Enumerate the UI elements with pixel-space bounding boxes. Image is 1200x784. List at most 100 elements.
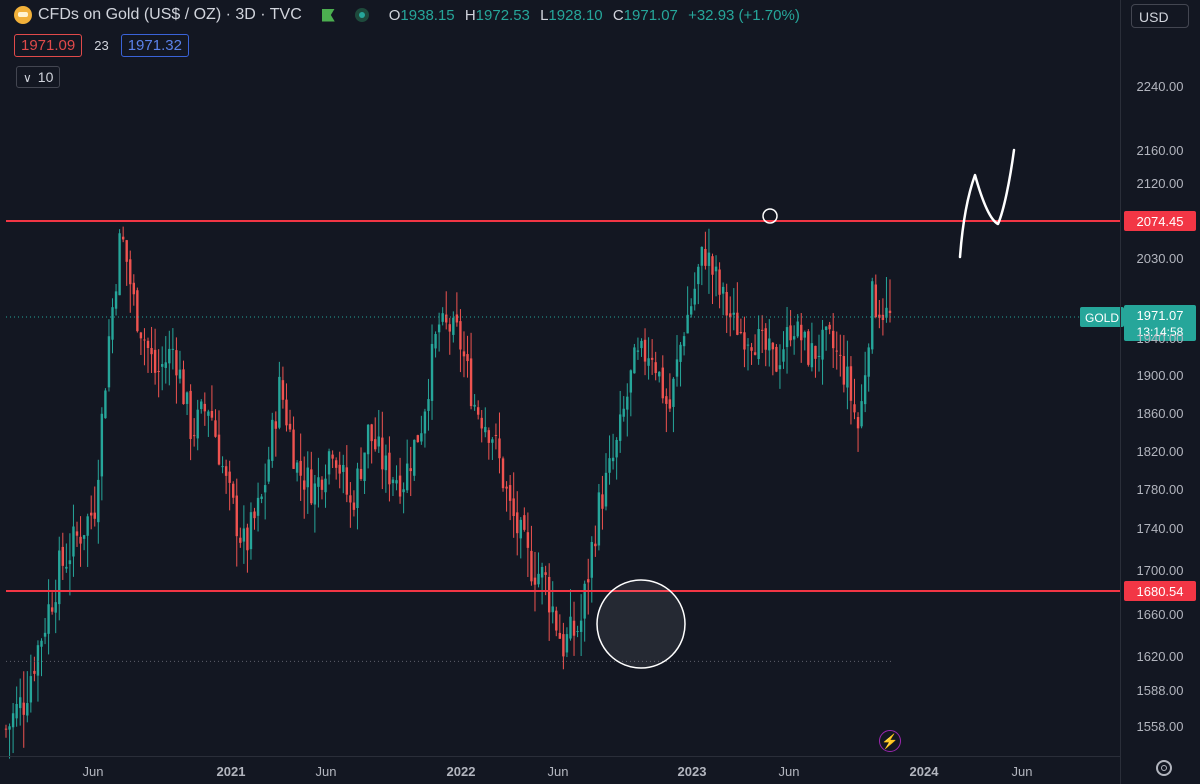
candle bbox=[93, 486, 96, 527]
candle-body bbox=[377, 436, 380, 447]
candle-body bbox=[597, 492, 601, 546]
candle bbox=[594, 525, 597, 557]
candle-body bbox=[732, 312, 735, 315]
candle-body bbox=[86, 516, 89, 536]
candle-body bbox=[292, 429, 295, 469]
time-tick-label: 2021 bbox=[217, 764, 246, 779]
candle bbox=[132, 274, 136, 306]
candle-body bbox=[331, 454, 334, 459]
candle-body bbox=[153, 349, 157, 373]
candle-body bbox=[384, 455, 388, 471]
candle-body bbox=[810, 343, 814, 368]
candle bbox=[29, 654, 33, 713]
candle-body bbox=[221, 466, 224, 468]
price-tick-label: 1940.00 bbox=[1137, 331, 1184, 346]
candle bbox=[334, 457, 338, 480]
candle bbox=[615, 437, 618, 480]
candle-body bbox=[856, 417, 860, 429]
spread-value: 23 bbox=[94, 38, 109, 53]
buy-price-button[interactable]: 1971.32 bbox=[120, 34, 189, 57]
candle-body bbox=[508, 485, 512, 501]
candle bbox=[232, 481, 235, 504]
candle-body bbox=[583, 583, 586, 619]
candle-body bbox=[565, 634, 569, 653]
settings-gear-icon[interactable] bbox=[1156, 760, 1172, 776]
candle-body bbox=[58, 550, 61, 605]
candle-body bbox=[523, 515, 526, 530]
symbol-title[interactable]: CFDs on Gold (US$ / OZ) · 3D · TVC bbox=[38, 6, 302, 23]
candle-body bbox=[839, 354, 842, 356]
candle bbox=[537, 552, 540, 588]
candle-body bbox=[430, 343, 434, 401]
candle-body bbox=[398, 475, 402, 497]
candle bbox=[430, 324, 434, 420]
candle bbox=[50, 592, 54, 615]
candle-body bbox=[395, 480, 398, 484]
candle bbox=[775, 344, 778, 373]
candle bbox=[608, 435, 611, 485]
price-tick-label: 1820.00 bbox=[1137, 444, 1184, 459]
sell-price-button[interactable]: 1971.09 bbox=[14, 34, 83, 57]
candle-body bbox=[835, 350, 838, 352]
candle bbox=[281, 366, 285, 409]
candle-body bbox=[381, 437, 384, 470]
candle-body bbox=[79, 536, 82, 544]
candle bbox=[732, 288, 735, 331]
lightning-icon[interactable]: ⚡ bbox=[879, 730, 901, 752]
candle bbox=[633, 343, 636, 374]
candle-body bbox=[736, 312, 739, 335]
candle bbox=[814, 345, 817, 378]
candle bbox=[576, 625, 579, 638]
candle bbox=[249, 502, 253, 560]
candle bbox=[689, 298, 693, 318]
indicator-toggle[interactable]: ∨ 10 bbox=[16, 66, 61, 88]
candle-body bbox=[299, 460, 302, 476]
candle-body bbox=[217, 434, 221, 465]
price-tick-label: 1740.00 bbox=[1137, 521, 1184, 536]
candle bbox=[835, 331, 838, 370]
candle bbox=[203, 392, 207, 426]
chevron-down-icon: ∨ bbox=[23, 71, 32, 85]
candle bbox=[530, 525, 533, 586]
candle-body bbox=[750, 347, 753, 351]
candle bbox=[246, 523, 249, 573]
candle bbox=[579, 594, 583, 657]
candle-body bbox=[370, 424, 373, 442]
candle bbox=[867, 343, 870, 392]
candle bbox=[679, 341, 682, 387]
candle bbox=[192, 418, 196, 447]
candle-body bbox=[658, 371, 661, 377]
candle-body bbox=[498, 438, 501, 459]
candle-body bbox=[512, 498, 515, 517]
candle bbox=[725, 283, 728, 333]
candle-body bbox=[19, 697, 22, 709]
candle-body bbox=[260, 496, 263, 500]
candle bbox=[4, 724, 8, 738]
candle-body bbox=[725, 291, 728, 316]
candle-body bbox=[803, 331, 806, 338]
candle bbox=[721, 282, 725, 316]
candle-body bbox=[743, 332, 746, 350]
currency-selector[interactable]: USD bbox=[1131, 4, 1189, 28]
candle-body bbox=[256, 497, 260, 516]
countdown-label: 13:14:58 bbox=[1137, 325, 1184, 339]
candle-body bbox=[679, 344, 682, 362]
candle bbox=[327, 448, 331, 485]
candle bbox=[654, 351, 657, 381]
candle-body bbox=[185, 392, 189, 404]
candle bbox=[157, 349, 160, 398]
candle bbox=[768, 319, 771, 367]
time-tick-label: Jun bbox=[548, 764, 569, 779]
flag-icon[interactable] bbox=[321, 8, 335, 22]
candle bbox=[146, 337, 150, 373]
candle bbox=[370, 423, 373, 464]
candle-body bbox=[721, 286, 725, 294]
candle-body bbox=[200, 401, 203, 410]
candle bbox=[618, 390, 622, 453]
candle-body bbox=[792, 336, 796, 340]
candle bbox=[622, 396, 625, 422]
level-price-tag bbox=[1124, 581, 1196, 601]
candle-body bbox=[274, 421, 278, 429]
candle bbox=[90, 495, 93, 530]
